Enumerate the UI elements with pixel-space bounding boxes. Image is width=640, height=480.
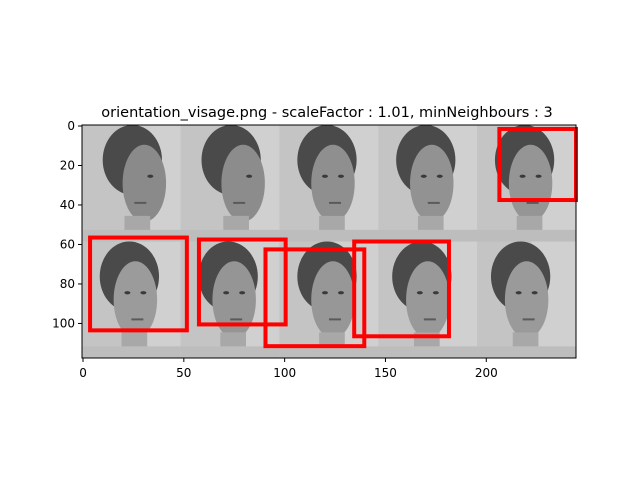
face-shape [504, 261, 549, 339]
figure-title: orientation_visage.png - scaleFactor : 1… [101, 105, 552, 121]
face-cell [82, 125, 181, 242]
face-shape [113, 261, 158, 339]
y-axis: 0 20 40 60 80 100 [52, 119, 82, 330]
detection-box [263, 247, 367, 349]
face-cell [82, 241, 181, 358]
x-tick-label: 50 [176, 366, 191, 380]
detection-box [196, 237, 288, 327]
x-tick-label: 150 [374, 366, 397, 380]
y-tick-label: 0 [67, 119, 75, 133]
face-cell [378, 241, 478, 358]
face-shape [122, 144, 167, 222]
detection-box [88, 235, 189, 333]
face-cell [477, 125, 576, 242]
detection-boxes [88, 126, 578, 349]
y-tick-label: 40 [60, 198, 75, 212]
y-tick-label: 60 [60, 237, 75, 251]
face-shape [410, 144, 454, 222]
detection-box [352, 239, 451, 339]
y-tick-label: 100 [52, 316, 75, 330]
axes-frame [81, 124, 577, 359]
face-shape [311, 144, 355, 222]
face-cell [279, 125, 379, 242]
y-tick-label: 80 [60, 277, 75, 291]
x-tick-label: 100 [273, 366, 296, 380]
face-shape [311, 261, 355, 339]
x-tick-label: 0 [79, 366, 87, 380]
face-shape [508, 144, 553, 222]
face-montage-image [82, 125, 576, 358]
face-cell [180, 125, 280, 242]
face-shape [212, 261, 256, 339]
face-shape [406, 261, 450, 339]
x-axis: 0 50 100 150 200 [79, 358, 498, 380]
x-tick-label: 200 [475, 366, 498, 380]
face-cell [477, 241, 576, 358]
face-shape [221, 144, 265, 222]
face-cell [378, 125, 478, 242]
y-tick-label: 20 [60, 158, 75, 172]
